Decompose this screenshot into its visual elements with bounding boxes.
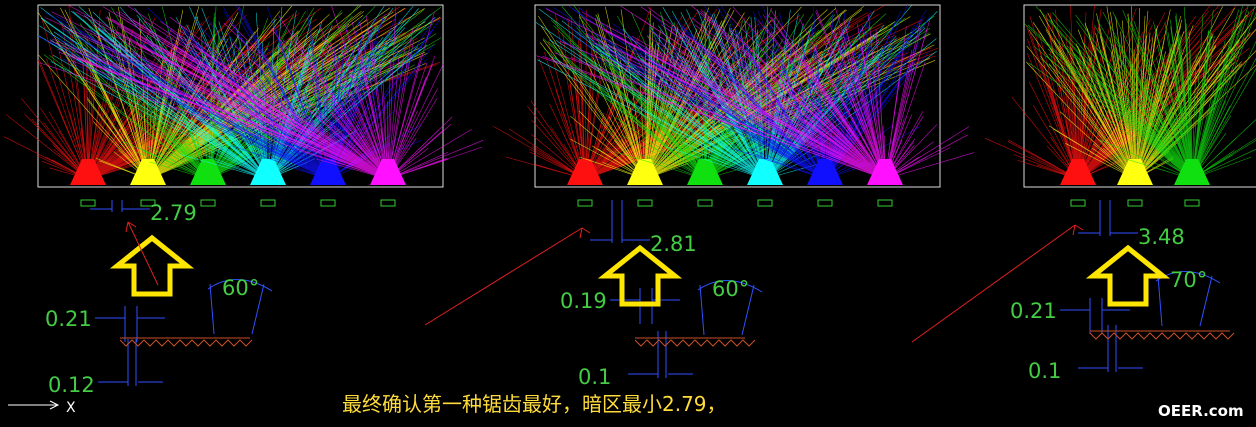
- pointer-arrow: [911, 224, 1084, 343]
- led-pad: [757, 199, 773, 207]
- dim-gap: 2.79: [150, 201, 197, 225]
- pointer-arrow: [424, 227, 591, 326]
- led-glow: [687, 159, 723, 185]
- led-glow: [807, 159, 843, 185]
- annotations: 2.79 0.21 0.12 60° 2.81 0.19 0.1 60° 3.48 0.21 0.1…: [45, 199, 1235, 397]
- highlight-arrow: [109, 234, 195, 297]
- dim-line: [610, 288, 680, 324]
- panel-box: [534, 4, 941, 188]
- led-pad: [637, 199, 653, 207]
- angle-dim: [207, 279, 273, 335]
- dim-angle: 70°: [1170, 268, 1207, 292]
- led-glow: [567, 159, 603, 185]
- led-glow: [867, 159, 903, 185]
- ray-fan: [40, 5, 484, 180]
- led-pad: [200, 199, 216, 207]
- dim-line: [90, 200, 150, 212]
- led-pad: [817, 199, 833, 207]
- dim-bottom: 0.12: [48, 373, 95, 397]
- dim-line: [1078, 200, 1138, 236]
- dim-line: [628, 331, 693, 378]
- sawtooth: [1089, 330, 1235, 340]
- panel-box: [1023, 4, 1256, 188]
- led-pad: [697, 199, 713, 207]
- dim-line: [98, 339, 163, 386]
- led-glow: [130, 159, 166, 185]
- dim-gap: 3.48: [1138, 225, 1185, 249]
- led-pad: [877, 199, 893, 207]
- led-pad: [260, 199, 276, 207]
- dim-bottom: 0.1: [578, 365, 611, 389]
- ray-traces: [3, 4, 1256, 188]
- led-pad: [320, 199, 336, 207]
- led-glow: [627, 159, 663, 185]
- led-pad: [1070, 199, 1086, 207]
- ray-fan: [1024, 5, 1256, 180]
- dim-line: [95, 306, 165, 342]
- led-pad: [140, 199, 156, 207]
- led-glow: [1174, 159, 1210, 185]
- dim-line: [1078, 325, 1143, 372]
- led-glow: [370, 159, 406, 185]
- ray-fan: [536, 5, 975, 180]
- led-pad: [577, 199, 593, 207]
- led-glow: [310, 159, 346, 185]
- sawtooth: [634, 337, 756, 347]
- angle-dim: [697, 280, 763, 336]
- dim-top: 0.19: [560, 289, 607, 313]
- watermark: OEER.com: [1158, 402, 1244, 420]
- led-glow: [190, 159, 226, 185]
- highlight-arrow: [1085, 244, 1171, 307]
- led-glow: [70, 159, 106, 185]
- pointer-arrow: [125, 221, 159, 286]
- led-glow: [250, 159, 286, 185]
- axis-label: X: [66, 400, 76, 416]
- led-glow: [1117, 159, 1153, 185]
- led-glow: [747, 159, 783, 185]
- dim-gap: 2.81: [650, 232, 697, 256]
- led-pad: [1127, 199, 1143, 207]
- dim-angle: 60°: [712, 277, 749, 301]
- sawtooth: [119, 337, 253, 347]
- dim-top: 0.21: [1010, 299, 1057, 323]
- panel-box: [37, 4, 444, 188]
- dim-bottom: 0.1: [1028, 359, 1061, 383]
- led-pad: [380, 199, 396, 207]
- ucs-arrow: [49, 400, 60, 410]
- dim-line: [1060, 298, 1130, 334]
- dim-angle: 60°: [222, 276, 259, 300]
- caption: 最终确认第一种锯齿最好，暗区最小2.79，: [342, 392, 727, 416]
- led-pad: [80, 199, 96, 207]
- dim-line: [590, 200, 650, 243]
- led-glow: [1060, 159, 1096, 185]
- led-pad: [1184, 199, 1200, 207]
- highlight-arrow: [597, 244, 683, 307]
- dim-top: 0.21: [45, 307, 92, 331]
